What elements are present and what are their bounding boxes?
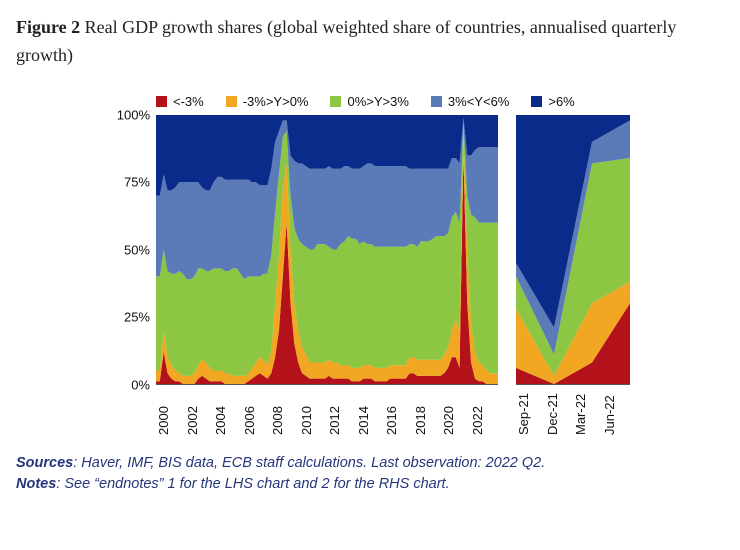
y-tick-label: 75% [124, 175, 150, 190]
x-tick-label: Sep-21 [516, 389, 545, 435]
footnotes: Sources: Haver, IMF, BIS data, ECB staff… [16, 453, 724, 495]
x-tick-label: 2006 [242, 389, 271, 435]
legend-item: 0%>Y>3% [330, 94, 408, 109]
legend-label: 3%<Y<6% [448, 94, 509, 109]
legend-item: -3%>Y>0% [226, 94, 309, 109]
x-tick-label: 2008 [270, 389, 299, 435]
notes-label: Notes [16, 476, 56, 492]
x-tick-label: Jun-22 [602, 389, 631, 435]
notes-text: : See “endnotes” 1 for the LHS chart and… [56, 476, 449, 492]
x-tick-label: 2022 [470, 389, 499, 435]
figure-title: Real GDP growth shares (global weighted … [16, 17, 676, 65]
y-tick-label: 0% [131, 377, 150, 392]
legend-item: 3%<Y<6% [431, 94, 509, 109]
legend-swatch [226, 96, 237, 107]
notes-line: Notes: See “endnotes” 1 for the LHS char… [16, 474, 724, 495]
x-tick-label: 2002 [185, 389, 214, 435]
x-tick-label: 2010 [299, 389, 328, 435]
x-tick-label: Mar-22 [573, 389, 602, 435]
x-tick-label: 2018 [413, 389, 442, 435]
x-tick-label: 2014 [356, 389, 385, 435]
panel-lhs [156, 115, 498, 385]
panel-rhs [516, 115, 630, 385]
y-tick-label: 100% [117, 107, 150, 122]
figure-label: Figure 2 [16, 17, 80, 37]
legend-label: >6% [548, 94, 574, 109]
chart-panels: 0%25%50%75%100% [110, 115, 630, 385]
x-axis-labels: 2000200220042006200820102012201420162018… [110, 389, 630, 435]
legend-item: >6% [531, 94, 574, 109]
legend-label: <-3% [173, 94, 204, 109]
legend-label: 0%>Y>3% [347, 94, 408, 109]
x-tick-label: 2020 [441, 389, 470, 435]
x-tick-label: 2000 [156, 389, 185, 435]
stacked-area-rhs [516, 115, 630, 384]
legend-item: <-3% [156, 94, 204, 109]
x-tick-label: Dec-21 [545, 389, 574, 435]
legend-swatch [431, 96, 442, 107]
stacked-area-lhs [156, 115, 498, 384]
y-axis: 0%25%50%75%100% [110, 115, 156, 385]
legend-swatch [156, 96, 167, 107]
y-tick-label: 50% [124, 242, 150, 257]
x-tick-label: 2004 [213, 389, 242, 435]
sources-label: Sources [16, 455, 73, 471]
y-tick-label: 25% [124, 310, 150, 325]
figure-caption: Figure 2 Real GDP growth shares (global … [16, 14, 724, 70]
legend-swatch [531, 96, 542, 107]
sources-text: : Haver, IMF, BIS data, ECB staff calcul… [73, 455, 545, 471]
x-tick-label: 2012 [327, 389, 356, 435]
legend: <-3% -3%>Y>0% 0%>Y>3% 3%<Y<6% >6% [110, 94, 630, 109]
x-tick-label: 2016 [384, 389, 413, 435]
legend-swatch [330, 96, 341, 107]
chart-area: <-3% -3%>Y>0% 0%>Y>3% 3%<Y<6% >6% 0% 25% 50% 75… [110, 94, 630, 435]
legend-label: -3%>Y>0% [243, 94, 309, 109]
sources-line: Sources: Haver, IMF, BIS data, ECB staff… [16, 453, 724, 474]
